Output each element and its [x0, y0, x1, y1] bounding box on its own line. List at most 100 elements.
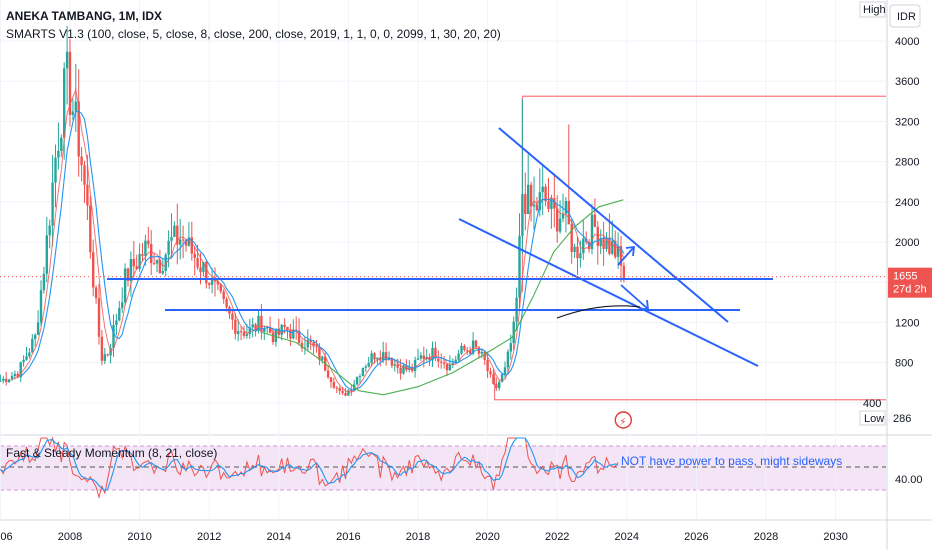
candle-body	[245, 334, 249, 336]
trendlines[interactable]	[107, 127, 773, 367]
candle-body	[126, 268, 130, 281]
candle-body	[506, 351, 510, 368]
candle-body	[150, 244, 153, 264]
candle-body	[396, 364, 399, 368]
candle-body	[68, 51, 72, 115]
candle-body	[219, 284, 222, 292]
candle-body	[335, 387, 338, 389]
candle-body	[399, 367, 402, 374]
candle-body	[170, 236, 173, 241]
candle-body	[469, 350, 472, 354]
candle-body	[268, 327, 272, 333]
candle-body	[65, 51, 69, 69]
candle-body	[144, 240, 147, 256]
x-tick-label: 2016	[336, 531, 360, 543]
candle-body	[341, 390, 344, 394]
candle-body	[19, 362, 22, 378]
oscillator-annotation: NOT have power to pass, might sideways	[621, 454, 842, 468]
arrow-down-shaft	[620, 284, 649, 310]
candle-body	[492, 374, 495, 384]
candle-body	[602, 238, 605, 249]
candle-body	[103, 354, 106, 361]
candle-body	[390, 358, 394, 366]
candle-body	[100, 336, 104, 361]
x-tick-label: 2010	[127, 531, 151, 543]
candle-body	[86, 184, 89, 206]
ma-long-line	[261, 199, 624, 396]
wedge-upper-trendline	[498, 127, 729, 323]
candle-body	[190, 237, 193, 254]
candle-body	[286, 326, 289, 330]
y-tick-label: 3600	[895, 76, 919, 88]
candle-body	[234, 319, 237, 334]
candle-body	[13, 373, 17, 376]
candle-body	[489, 371, 492, 375]
candle-body	[428, 357, 431, 361]
candle-body	[303, 347, 307, 349]
candlesticks	[0, 25, 626, 397]
candle-body	[355, 376, 359, 385]
candle-body	[619, 246, 623, 266]
candle-body	[463, 345, 466, 351]
candle-body	[353, 384, 356, 392]
candle-body	[222, 291, 225, 299]
x-tick-label: 2022	[545, 531, 569, 543]
low-badge	[859, 410, 886, 426]
candle-body	[553, 198, 556, 209]
candle-body	[561, 213, 565, 219]
candle-body	[483, 351, 486, 360]
candle-body	[292, 329, 295, 339]
x-tick-label: 2008	[58, 531, 82, 543]
candle-body	[167, 240, 170, 255]
candle-body	[300, 342, 304, 349]
candle-body	[573, 246, 576, 253]
candle-body	[321, 356, 324, 360]
x-tick-label: 2012	[197, 531, 221, 543]
candle-body	[332, 382, 336, 388]
candle-body	[54, 157, 57, 183]
candle-body	[274, 328, 278, 343]
candle-body	[129, 258, 133, 281]
high-label: High	[863, 4, 886, 16]
candle-body	[544, 186, 547, 202]
candle-body	[118, 308, 121, 321]
candle-body	[152, 263, 156, 265]
candle-body	[77, 101, 80, 157]
candle-body	[460, 345, 463, 354]
x-tick-label: 2020	[475, 531, 499, 543]
candle-body	[422, 355, 425, 360]
candle-body	[306, 340, 309, 348]
candle-body	[582, 238, 585, 254]
high-badge	[859, 1, 886, 18]
candle-body	[283, 324, 286, 327]
indicator-label: SMARTS V1.3 (100, close, 5, close, 8, cl…	[6, 27, 501, 41]
candle-body	[16, 373, 19, 378]
candle-body	[2, 378, 5, 381]
candle-body	[558, 218, 562, 232]
candle-body	[196, 258, 199, 268]
candle-body	[326, 370, 330, 378]
candle-body	[309, 340, 312, 343]
currency-label: IDR	[897, 11, 916, 23]
curve-sketch	[556, 305, 641, 319]
candle-body	[358, 376, 362, 378]
y-tick-label: 2000	[895, 237, 919, 249]
level-lines: ⚡	[493, 95, 886, 429]
candle-body	[237, 331, 240, 334]
candle-body	[329, 377, 333, 383]
candle-body	[164, 254, 167, 272]
y-tick-label: 4000	[895, 36, 919, 48]
candle-body	[524, 194, 527, 215]
x-tick-label: 2024	[615, 531, 639, 543]
arrow-up-shaft	[617, 246, 635, 266]
candle-body	[527, 184, 530, 215]
candle-body	[147, 240, 150, 245]
candle-body	[248, 327, 251, 335]
candle-body	[529, 184, 533, 207]
ma-fast-line	[11, 87, 625, 393]
candle-body	[361, 367, 365, 377]
candle-body	[347, 390, 350, 396]
candle-body	[251, 324, 254, 328]
